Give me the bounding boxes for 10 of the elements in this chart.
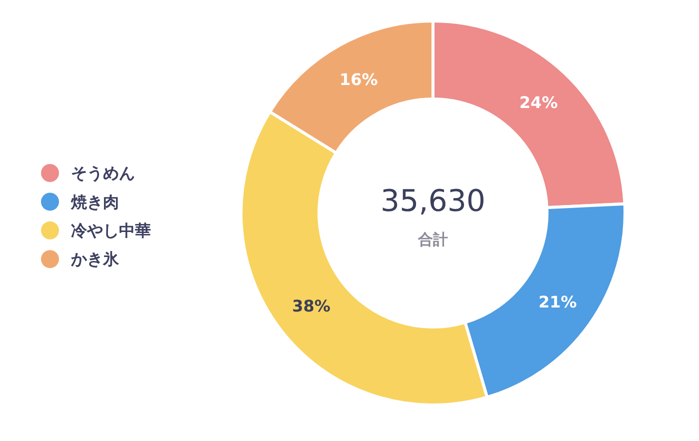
text: 合計 [417, 230, 448, 248]
text: 35,630 [380, 184, 486, 219]
data-label: 16% [339, 70, 378, 89]
legend-label: そうめん [71, 164, 135, 183]
data-label: 38% [292, 296, 330, 316]
data-label: 21% [538, 292, 577, 312]
legend-label: 焼き肉 [70, 192, 119, 212]
data-label: 24% [519, 92, 558, 112]
legend-label: 冷やし中華 [71, 221, 151, 240]
legend-label: かき氷 [70, 250, 120, 269]
